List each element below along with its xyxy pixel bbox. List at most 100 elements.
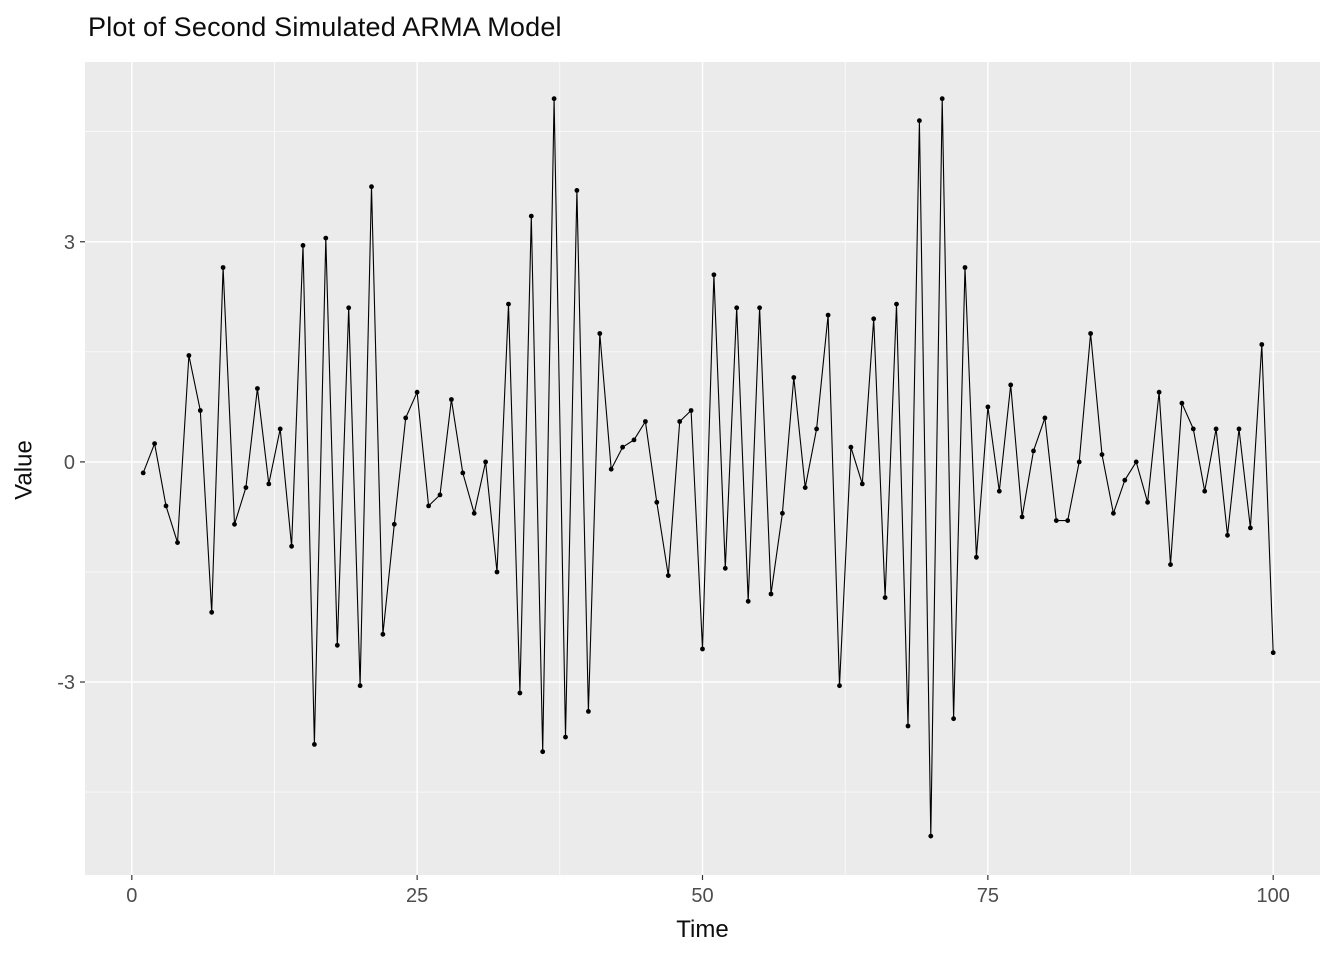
data-point bbox=[631, 437, 637, 443]
data-point bbox=[1270, 650, 1276, 656]
data-point bbox=[1156, 389, 1162, 395]
data-point bbox=[859, 481, 865, 487]
data-point bbox=[471, 510, 477, 516]
data-point bbox=[871, 316, 877, 322]
data-point bbox=[357, 683, 363, 689]
data-point bbox=[939, 96, 945, 102]
x-tick-label: 50 bbox=[691, 885, 713, 907]
data-point bbox=[346, 305, 352, 311]
data-point bbox=[334, 642, 340, 648]
y-axis-title: Value bbox=[10, 440, 38, 500]
data-point bbox=[825, 312, 831, 318]
data-point bbox=[665, 573, 671, 578]
data-point bbox=[1019, 514, 1025, 520]
data-point bbox=[1168, 562, 1173, 567]
data-point bbox=[917, 118, 922, 124]
data-point bbox=[962, 265, 968, 270]
data-point bbox=[483, 459, 488, 465]
data-point bbox=[186, 353, 192, 358]
data-point bbox=[312, 742, 317, 747]
data-point bbox=[140, 470, 146, 476]
data-point bbox=[1202, 488, 1208, 494]
data-point bbox=[608, 466, 614, 472]
data-point bbox=[951, 716, 956, 722]
data-point bbox=[905, 723, 911, 729]
data-point bbox=[882, 595, 888, 600]
data-point bbox=[266, 481, 272, 487]
data-point bbox=[814, 426, 819, 432]
data-point bbox=[300, 243, 306, 248]
data-point bbox=[722, 565, 728, 571]
data-point bbox=[426, 503, 431, 509]
data-point bbox=[597, 331, 603, 336]
data-point bbox=[848, 444, 854, 450]
data-point bbox=[1236, 426, 1242, 432]
data-point bbox=[757, 305, 762, 311]
data-point bbox=[197, 408, 203, 413]
data-point bbox=[1122, 477, 1128, 483]
data-point bbox=[1111, 510, 1116, 516]
data-point bbox=[220, 265, 226, 270]
data-point bbox=[985, 404, 991, 410]
data-point bbox=[540, 749, 546, 755]
data-point bbox=[528, 213, 534, 219]
data-point bbox=[791, 375, 797, 380]
y-tick-label: 3 bbox=[64, 232, 75, 254]
data-point bbox=[1099, 452, 1105, 457]
data-point bbox=[506, 301, 511, 307]
data-point bbox=[928, 833, 934, 839]
data-point bbox=[289, 543, 294, 549]
data-point bbox=[414, 389, 420, 395]
data-point bbox=[232, 521, 237, 527]
data-point bbox=[677, 419, 683, 424]
x-tick-label: 100 bbox=[1257, 885, 1290, 907]
data-point bbox=[255, 386, 260, 391]
data-point bbox=[369, 184, 374, 190]
data-point bbox=[563, 734, 568, 740]
data-point bbox=[643, 419, 648, 424]
data-point bbox=[768, 591, 774, 597]
data-point bbox=[1145, 499, 1150, 505]
data-point bbox=[837, 683, 842, 689]
data-point bbox=[403, 415, 409, 421]
data-point bbox=[745, 598, 751, 604]
data-point bbox=[243, 485, 249, 490]
data-point bbox=[163, 503, 169, 509]
data-point bbox=[1042, 415, 1048, 421]
data-point bbox=[1190, 426, 1196, 432]
data-point bbox=[517, 690, 523, 696]
y-tick-label: -3 bbox=[57, 672, 75, 694]
data-point bbox=[688, 408, 694, 413]
x-axis-title: Time bbox=[676, 916, 729, 943]
data-point bbox=[1179, 400, 1185, 406]
data-point bbox=[620, 444, 625, 450]
data-point bbox=[437, 492, 443, 498]
data-point bbox=[996, 488, 1002, 494]
data-point bbox=[1076, 459, 1082, 465]
data-point bbox=[1248, 525, 1253, 531]
data-point bbox=[1213, 426, 1219, 432]
data-point bbox=[175, 540, 180, 545]
data-point bbox=[323, 235, 329, 241]
data-point bbox=[380, 631, 386, 637]
data-point bbox=[1088, 331, 1093, 336]
data-point bbox=[734, 305, 740, 311]
data-point bbox=[391, 521, 397, 527]
data-point bbox=[1065, 518, 1071, 523]
data-point bbox=[449, 397, 454, 402]
data-point bbox=[277, 426, 283, 432]
data-point bbox=[974, 554, 979, 560]
data-point bbox=[460, 470, 466, 476]
data-point bbox=[152, 441, 158, 446]
x-tick-label: 75 bbox=[977, 885, 999, 907]
data-point bbox=[1133, 459, 1139, 465]
data-point bbox=[586, 709, 591, 714]
data-point bbox=[700, 646, 705, 652]
data-point bbox=[1259, 342, 1265, 347]
x-tick-label: 0 bbox=[126, 885, 137, 907]
data-point bbox=[802, 485, 808, 490]
chart-title: Plot of Second Simulated ARMA Model bbox=[88, 12, 562, 42]
data-point bbox=[574, 188, 580, 193]
